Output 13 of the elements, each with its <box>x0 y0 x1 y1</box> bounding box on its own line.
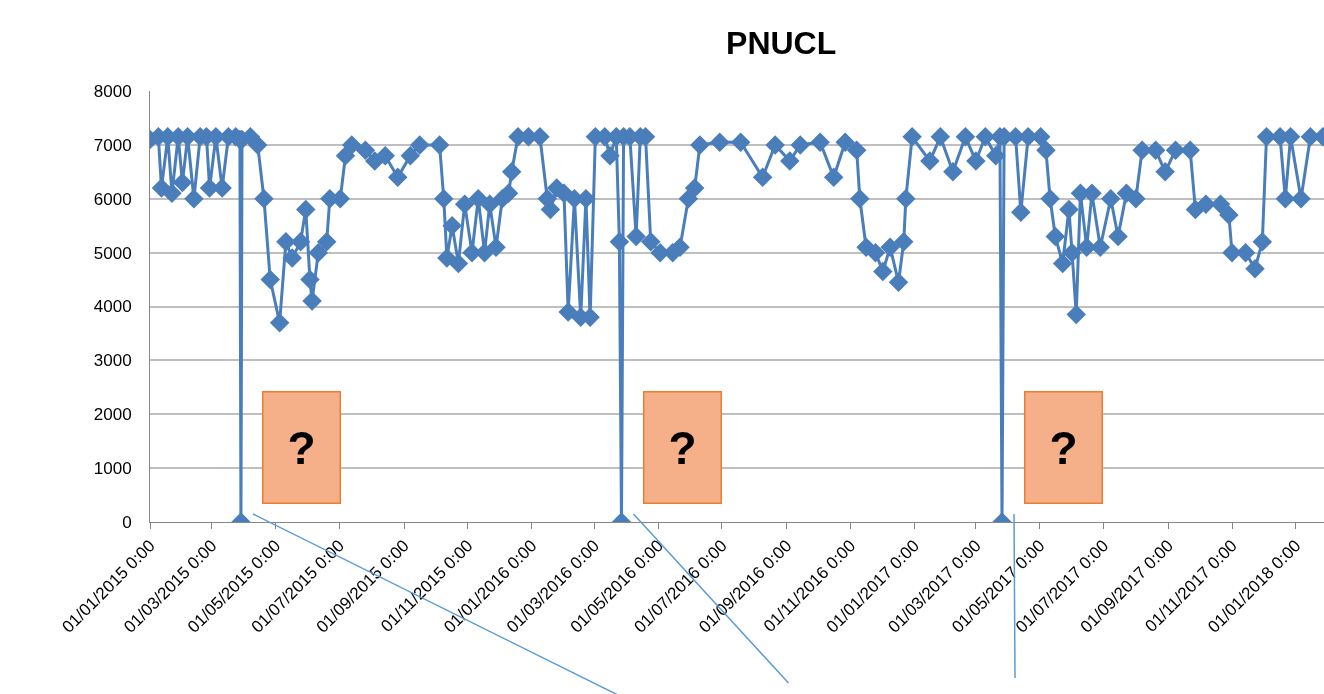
annotation: ? <box>1049 421 1078 474</box>
annotation: ? <box>668 421 697 474</box>
y-tick-label: 5000 <box>93 243 132 263</box>
y-tick-label: 0 <box>122 512 132 532</box>
annotation: ? <box>287 421 316 474</box>
y-tick-label: 8000 <box>93 81 132 101</box>
y-tick-label: 1000 <box>93 459 132 479</box>
y-tick-label: 3000 <box>93 351 132 371</box>
y-tick-label: 7000 <box>93 135 132 155</box>
chart-title: PNUCL <box>726 24 837 61</box>
y-tick-label: 6000 <box>93 189 132 209</box>
y-tick-label: 4000 <box>93 297 132 317</box>
y-tick-label: 2000 <box>93 405 132 425</box>
